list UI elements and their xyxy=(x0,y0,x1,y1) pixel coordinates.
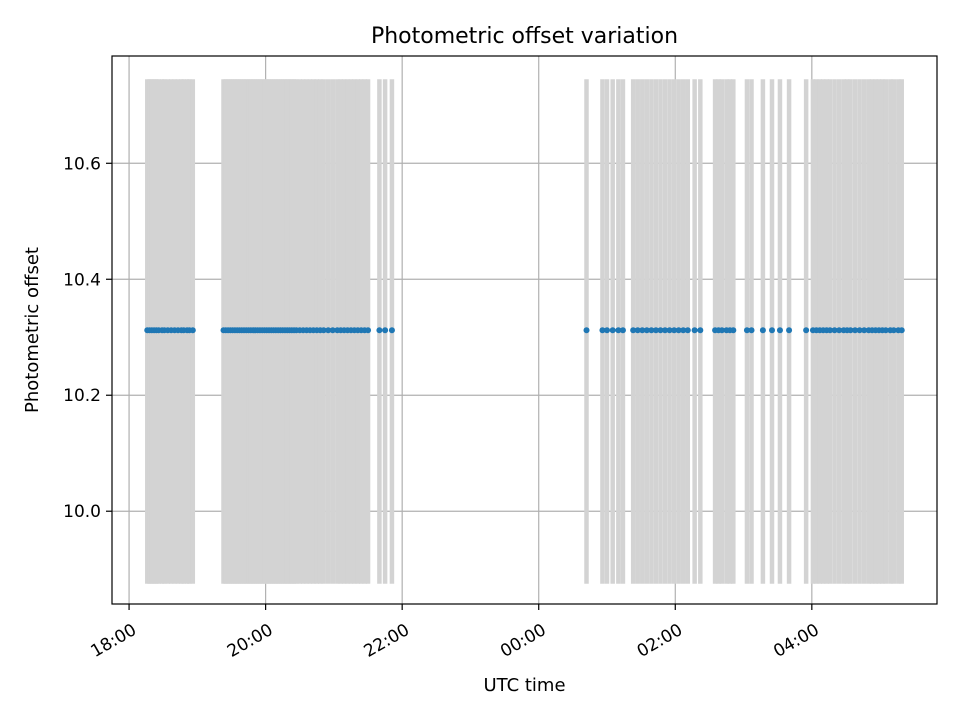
plot-frame xyxy=(111,55,938,605)
data-point xyxy=(898,327,905,334)
data-point xyxy=(827,327,834,334)
data-point xyxy=(769,327,775,334)
data-point xyxy=(691,327,698,334)
y-axis: 10.0 10.2 10.4 10.6 xyxy=(63,154,112,522)
data-point xyxy=(675,327,682,334)
data-point xyxy=(861,327,868,334)
data-point xyxy=(666,327,673,334)
data-point xyxy=(329,327,336,334)
chart-title: Photometric offset variation xyxy=(371,24,678,49)
data-point xyxy=(680,327,687,334)
data-point xyxy=(803,327,810,334)
y-tick-label: 10.2 xyxy=(63,386,101,406)
data-point xyxy=(718,327,725,334)
data-point xyxy=(657,327,664,334)
data-point xyxy=(615,327,622,334)
data-point xyxy=(852,327,859,334)
data-point xyxy=(648,327,655,334)
data-point xyxy=(365,327,372,334)
data-point xyxy=(662,327,669,334)
data-point xyxy=(856,327,863,334)
data-point xyxy=(759,327,766,334)
data-point xyxy=(652,327,659,334)
data-point xyxy=(320,327,327,334)
data-point xyxy=(388,327,395,334)
data-point xyxy=(604,327,610,334)
data-point xyxy=(730,327,737,334)
data-point xyxy=(189,327,196,334)
data-point xyxy=(671,327,678,334)
data-point xyxy=(583,327,590,334)
data-point xyxy=(743,327,750,334)
data-point xyxy=(684,327,691,334)
data-point xyxy=(325,327,332,334)
data-point xyxy=(847,327,854,334)
data-point xyxy=(748,327,755,334)
y-tick-label: 10.0 xyxy=(63,502,101,522)
data-point xyxy=(776,327,783,334)
data-points xyxy=(144,327,905,334)
data-point xyxy=(382,327,389,334)
data-point xyxy=(643,327,650,334)
data-point xyxy=(836,327,843,334)
data-point xyxy=(609,327,616,334)
data-point xyxy=(639,327,646,334)
data-point xyxy=(634,327,641,334)
data-point xyxy=(786,327,793,334)
y-tick-label: 10.4 xyxy=(63,270,101,290)
data-point xyxy=(882,327,889,334)
y-axis-label: Photometric offset xyxy=(22,247,43,413)
data-point xyxy=(697,327,704,334)
x-axis-label: UTC time xyxy=(483,675,565,696)
data-point xyxy=(376,327,383,334)
y-tick-label: 10.6 xyxy=(63,154,101,174)
data-point xyxy=(630,327,637,334)
data-point xyxy=(619,327,626,334)
data-point xyxy=(831,327,838,334)
data-point xyxy=(599,327,606,334)
data-point xyxy=(890,327,897,334)
